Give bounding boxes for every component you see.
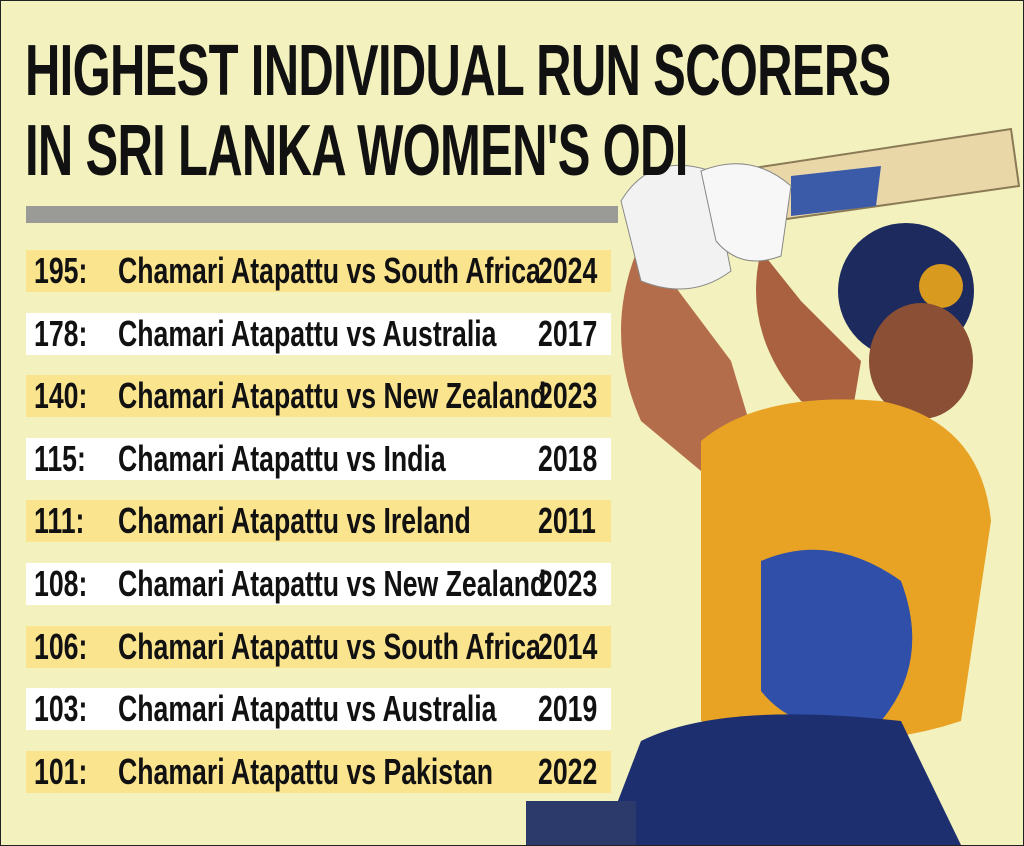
- table-row: 115: Chamari Atapattu vs India 2018: [26, 437, 611, 480]
- match: Chamari Atapattu vs Australia: [118, 688, 497, 730]
- score: 115:: [34, 437, 86, 479]
- score: 111:: [34, 500, 85, 542]
- title-line: HIGHEST INDIVIDUAL RUN SCORERS: [25, 31, 891, 111]
- match: Chamari Atapattu vs New Zealand: [118, 563, 547, 604]
- table-row: 103: Chamari Atapattu vs Australia 2019: [26, 688, 611, 731]
- year: 2023: [538, 375, 598, 417]
- table-row: 101: Chamari Atapattu vs Pakistan 2022: [26, 750, 611, 793]
- table-row: 178: Chamari Atapattu vs Australia 2017: [26, 312, 611, 355]
- year: 2023: [538, 563, 598, 604]
- table-row: 106: Chamari Atapattu vs South Africa 2014: [26, 625, 611, 668]
- score: 101:: [34, 750, 88, 792]
- match: Chamari Atapattu vs Ireland: [118, 500, 471, 542]
- match: Chamari Atapattu vs Australia: [118, 312, 497, 354]
- match: Chamari Atapattu vs Pakistan: [118, 750, 494, 792]
- year: 2017: [538, 312, 598, 354]
- match: Chamari Atapattu vs New Zealand: [118, 375, 547, 417]
- year: 2011: [538, 500, 596, 542]
- score: 108:: [34, 563, 88, 604]
- score: 103:: [34, 688, 88, 730]
- table-row: 108: Chamari Atapattu vs New Zealand 2023: [26, 563, 611, 605]
- year: 2019: [538, 688, 598, 730]
- table-row: 111: Chamari Atapattu vs Ireland 2011: [26, 500, 611, 543]
- match: Chamari Atapattu vs South Africa: [118, 625, 541, 667]
- year: 2024: [538, 250, 598, 291]
- table-row: 195: Chamari Atapattu vs South Africa 2024: [26, 250, 611, 292]
- match: Chamari Atapattu vs India: [118, 437, 446, 479]
- divider-bar: [26, 206, 618, 223]
- table-row: 140: Chamari Atapattu vs New Zealand 2023: [26, 375, 611, 418]
- score: 106:: [34, 625, 88, 667]
- year: 2022: [538, 750, 598, 792]
- year: 2014: [538, 625, 598, 667]
- match: Chamari Atapattu vs South Africa: [118, 250, 541, 291]
- score: 178:: [34, 312, 88, 354]
- score: 140:: [34, 375, 88, 417]
- year: 2018: [538, 437, 598, 479]
- title-line: IN SRI LANKA WOMEN'S ODI: [25, 111, 688, 191]
- score: 195:: [34, 250, 88, 291]
